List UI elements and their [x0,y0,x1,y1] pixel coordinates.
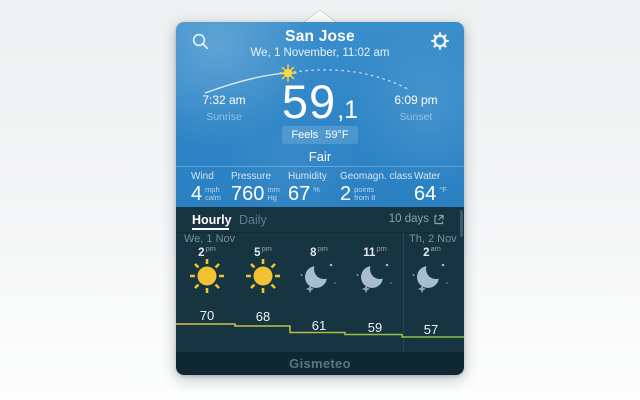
day-group-label: We, 1 Nov [184,233,236,245]
temperature-trend-line [176,323,464,338]
hour-temp: 61 [311,318,327,333]
hour-cell[interactable]: 2pm [179,244,235,259]
feels-label: Feels [291,129,319,141]
gear-icon [431,32,449,50]
hour-temp: 59 [367,320,383,335]
stat-unit-top: mm [267,185,280,194]
city-title: San Jose [285,28,355,45]
stat-unit-bottom: calm [205,193,221,202]
moon-stars-icon [412,259,448,293]
stat-unit-top: points [354,185,375,194]
sunset-block: 6:09 pm Sunset [381,93,451,123]
hour-meridiem: pm [376,244,387,253]
hour-time: 8 [310,246,317,259]
feels-like-row: Feels 59°F [176,126,464,144]
sunrise-time: 7:32 am [202,93,246,107]
moon-stars-icon [356,259,392,293]
stats-divider [176,166,464,167]
stat-humidity: Humidity 67 % [288,171,327,204]
stat-label: Humidity [288,171,327,182]
temperature-integer: 59 [281,75,337,128]
ten-days-label: 10 days [388,213,429,225]
settings-button[interactable] [429,30,451,52]
sun-position-icon [279,64,297,82]
hour-time: 2 [423,246,430,259]
hour-cell[interactable]: 5pm [235,244,291,259]
sunrise-label: Sunrise [206,111,242,123]
temperature-decimal: ,1 [337,96,359,124]
sun-icon [190,259,224,293]
active-tab-underline [192,228,229,230]
sunset-label: Sunset [399,111,433,123]
stat-unit-bottom: Hg [267,193,277,202]
stat-wind: Wind 4 mph calm [191,171,221,204]
sunset-time: 6:09 pm [394,93,438,107]
stat-value: 4 [191,183,203,205]
stat-unit-top: % [313,185,320,194]
stat-unit-top: mph [205,185,220,194]
stat-water: Water 64 °F [414,171,447,204]
hour-cell[interactable]: 2am [403,244,461,259]
current-conditions-section: San Jose We, 1 November, 11:02 am [176,22,464,207]
hour-temp: 70 [199,308,215,323]
stat-unit-top: °F [439,185,447,194]
feels-value: 59°F [325,129,349,141]
feels-like-badge: Feels 59°F [282,126,358,144]
tab-hourly[interactable]: Hourly [192,213,232,227]
stat-label: Geomagn. class [340,171,413,182]
hour-temp: 57 [423,322,439,337]
condition-text: Fair [308,149,332,164]
footer-bar: Gismeteo [176,352,464,375]
current-temperature: 59 ,1 [176,78,464,125]
stat-label: Water [414,171,441,182]
hour-time: 2 [198,246,205,259]
stat-value: 760 [231,183,265,205]
tab-daily[interactable]: Daily [239,213,267,227]
tab-bar-divider [176,232,464,233]
sunrise-block: 7:32 am Sunrise [189,93,259,123]
popover-arrow-icon [303,9,337,22]
search-icon [192,33,208,49]
stat-value: 67 [288,183,311,205]
hour-meridiem: pm [205,244,216,253]
stat-label: Pressure [231,171,272,182]
hour-meridiem: pm [317,244,328,253]
current-datetime: We, 1 November, 11:02 am [250,47,390,59]
hour-cell[interactable]: 11pm [347,244,403,259]
external-link-icon [434,214,444,224]
scrollbar-thumb[interactable] [460,210,463,237]
stat-unit-bottom: from 8 [354,193,376,202]
forecast-panel: Hourly Daily 10 days We, 1 Nov Th, 2 Nov… [176,207,464,353]
sun-arc [204,64,409,94]
weather-widget-card: San Jose We, 1 November, 11:02 am [176,22,464,375]
stat-label: Wind [191,171,214,182]
stat-value: 64 [414,183,437,205]
hour-temp: 68 [255,309,271,324]
day-group-divider [403,232,404,353]
stat-pressure: Pressure 760 mm Hg [231,171,280,204]
stat-value: 2 [340,183,352,205]
ten-days-link[interactable]: 10 days [389,213,444,225]
hour-time: 5 [254,246,261,259]
moon-stars-icon [300,259,336,293]
hour-meridiem: am [430,244,441,253]
hour-meridiem: pm [261,244,272,253]
hour-cell[interactable]: 8pm [291,244,347,259]
sun-icon [246,259,280,293]
stat-geomagnetic: Geomagn. class 2 points from 8 [340,171,412,204]
day-group-label: Th, 2 Nov [409,233,457,245]
brand-link[interactable]: Gismeteo [289,356,351,371]
search-button[interactable] [189,30,211,52]
hour-time: 11 [363,246,376,259]
